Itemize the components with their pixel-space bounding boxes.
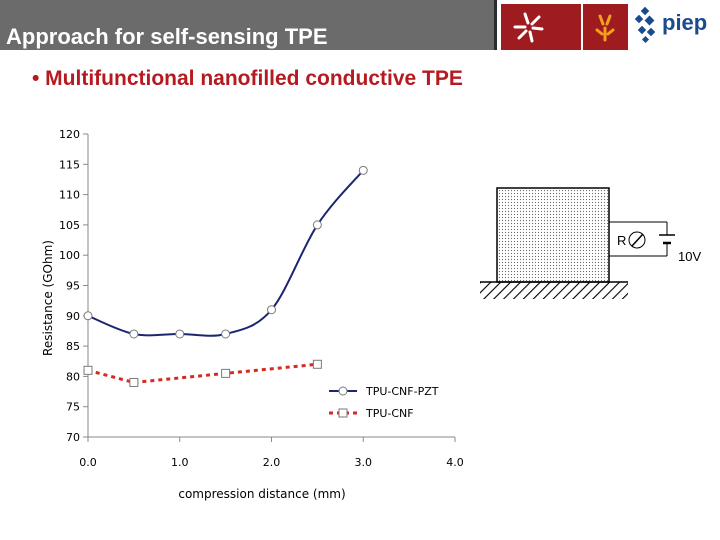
y-tick-label: 85 bbox=[66, 340, 80, 353]
data-point-tpu-cnf-pzt bbox=[312, 220, 322, 230]
circuit-diagram: R 10V bbox=[480, 187, 701, 299]
ohmmeter-needle-icon bbox=[631, 233, 644, 247]
x-tick-label: 2.0 bbox=[263, 456, 281, 469]
legend-marker-tpu-cnf-pzt bbox=[338, 386, 348, 396]
y-tick-label: 75 bbox=[66, 401, 80, 414]
engineering-logo-mark bbox=[595, 14, 615, 42]
resistor-label: R bbox=[617, 233, 626, 248]
data-point-tpu-cnf-pzt bbox=[83, 311, 93, 321]
y-tick-label: 80 bbox=[66, 370, 80, 383]
slide-title: Approach for self-sensing TPE bbox=[6, 24, 328, 49]
y-tick-label: 115 bbox=[59, 158, 80, 171]
y-tick-label: 120 bbox=[59, 128, 80, 141]
legend-label-tpu-cnf-pzt: TPU-CNF-PZT bbox=[365, 385, 439, 398]
data-point-tpu-cnf-pzt bbox=[358, 165, 368, 175]
series-line-tpu-cnf bbox=[87, 362, 318, 384]
x-tick-label: 4.0 bbox=[446, 456, 464, 469]
x-tick-label: 0.0 bbox=[79, 456, 97, 469]
y-tick-label: 95 bbox=[66, 280, 80, 293]
piep-logo-text: piep bbox=[662, 10, 707, 35]
x-tick-label: 1.0 bbox=[171, 456, 189, 469]
chart-axes: 70 75 80 85 90 95 100 105 110 115 120 0.0 1.0 2.0 3.0 4… bbox=[59, 128, 464, 469]
chart-legend: TPU-CNF-PZT TPU-CNF bbox=[329, 385, 439, 420]
piep-logo-mark: piep bbox=[634, 6, 707, 44]
engineering-school-logo bbox=[583, 4, 628, 50]
legend-label-tpu-cnf: TPU-CNF bbox=[365, 407, 414, 420]
data-point-tpu-cnf bbox=[129, 377, 139, 387]
y-tick-label: 70 bbox=[66, 431, 80, 444]
y-tick-label: 110 bbox=[59, 189, 80, 202]
series-line-tpu-cnf-pzt bbox=[87, 169, 365, 337]
x-axis-title: compression distance (mm) bbox=[178, 487, 345, 501]
y-tick-label: 105 bbox=[59, 219, 80, 232]
y-tick-label: 100 bbox=[59, 249, 80, 262]
data-point-tpu-cnf-pzt bbox=[221, 329, 231, 339]
voltage-label: 10V bbox=[678, 249, 701, 264]
bullet-heading: • Multifunctional nanofilled conductive … bbox=[32, 67, 463, 90]
data-point-tpu-cnf bbox=[312, 359, 322, 369]
x-tick-label: 3.0 bbox=[355, 456, 373, 469]
data-point-tpu-cnf-pzt bbox=[175, 329, 185, 339]
legend-marker-tpu-cnf bbox=[338, 408, 348, 418]
data-point-tpu-cnf bbox=[221, 368, 231, 378]
data-point-tpu-cnf bbox=[83, 365, 93, 375]
ground-surface bbox=[480, 282, 628, 299]
data-point-tpu-cnf-pzt bbox=[267, 305, 276, 315]
piep-logo: piep bbox=[632, 4, 717, 50]
uminho-logo bbox=[501, 4, 581, 50]
y-tick-label: 90 bbox=[66, 310, 80, 323]
uminho-logo-mark bbox=[513, 12, 544, 43]
data-point-tpu-cnf-pzt bbox=[129, 329, 139, 339]
chart-series bbox=[83, 165, 368, 387]
header-bar: Approach for self-sensing TPE bbox=[0, 0, 497, 50]
y-axis-title: Resistance (GOhm) bbox=[41, 240, 55, 356]
tpe-sample-block bbox=[496, 187, 610, 283]
